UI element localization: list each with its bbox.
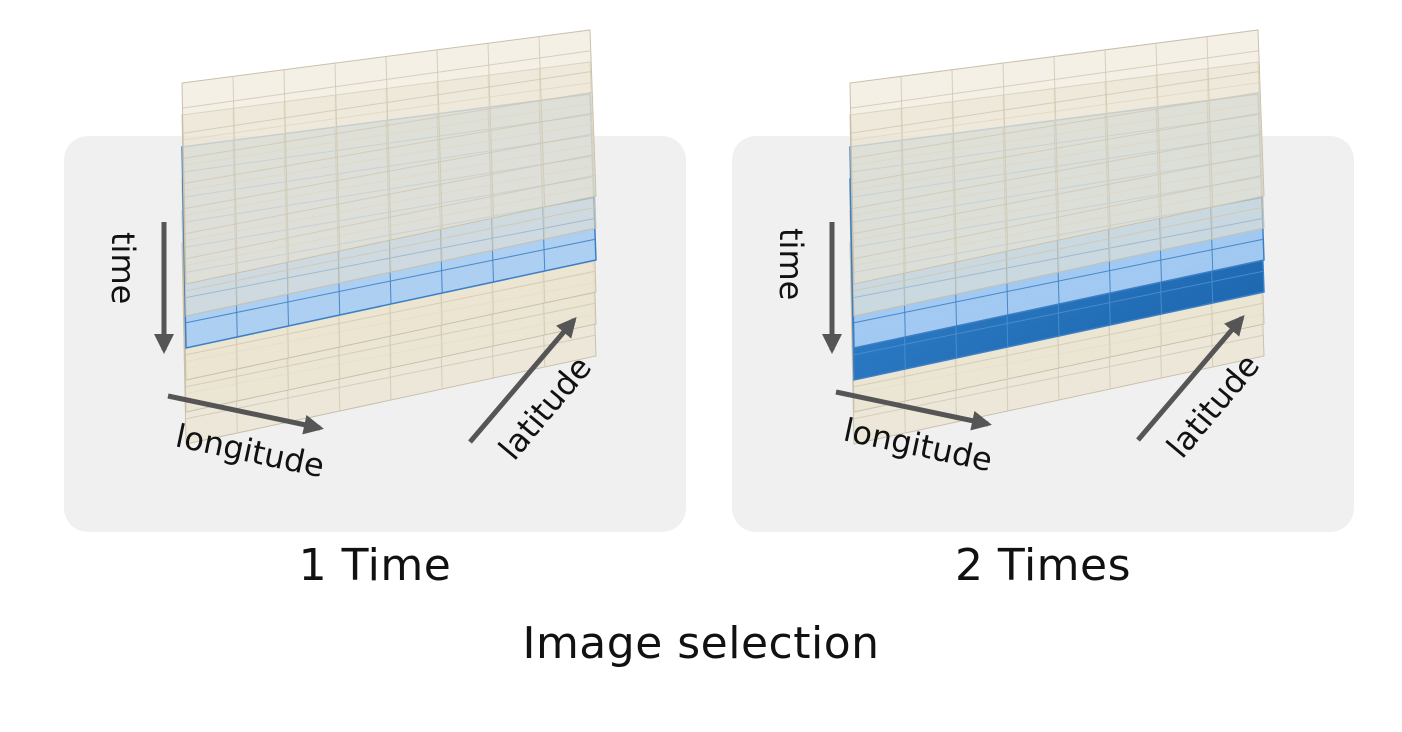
grid-line <box>184 133 594 210</box>
panel-1-time: time longitude latitude <box>64 29 686 532</box>
time-layer <box>181 29 597 285</box>
grid-line <box>184 154 595 235</box>
grid-line <box>185 334 596 420</box>
grid-line <box>853 206 1264 292</box>
figure-caption: Image selection <box>522 618 880 669</box>
grid-line <box>1155 43 1162 219</box>
panel-caption-2-times: 2 Times <box>954 540 1132 591</box>
grid-line <box>185 206 596 292</box>
grid-line <box>436 49 443 230</box>
grid-line <box>185 174 596 260</box>
grid-line <box>487 43 494 219</box>
grid-line <box>1104 49 1111 230</box>
grid-line <box>853 334 1264 420</box>
grid-line <box>852 154 1263 235</box>
grid-line <box>185 238 596 324</box>
grid-line <box>853 174 1264 260</box>
grid-line <box>183 112 594 184</box>
longitude-arrow <box>835 389 992 431</box>
time-layer-stack <box>849 29 1265 445</box>
panel-caption-1-time: 1 Time <box>298 540 452 591</box>
grid-line <box>853 238 1264 324</box>
grid-line <box>851 112 1262 184</box>
latitude-arrow <box>468 316 577 444</box>
grid-line <box>538 36 546 208</box>
time-axis-label: time <box>772 228 810 300</box>
time-axis-label: time <box>104 232 142 304</box>
grid-line <box>852 133 1262 210</box>
grid-line <box>185 302 596 388</box>
time-layer-stack <box>181 29 597 445</box>
time-layer <box>849 29 1265 285</box>
latitude-arrow <box>1136 314 1245 442</box>
grid-line <box>1206 36 1214 208</box>
grid-line <box>853 270 1264 356</box>
panel-2-times: time longitude latitude <box>732 29 1354 532</box>
grid-line <box>853 302 1264 388</box>
longitude-arrow <box>167 393 324 435</box>
grid-line <box>185 270 596 356</box>
